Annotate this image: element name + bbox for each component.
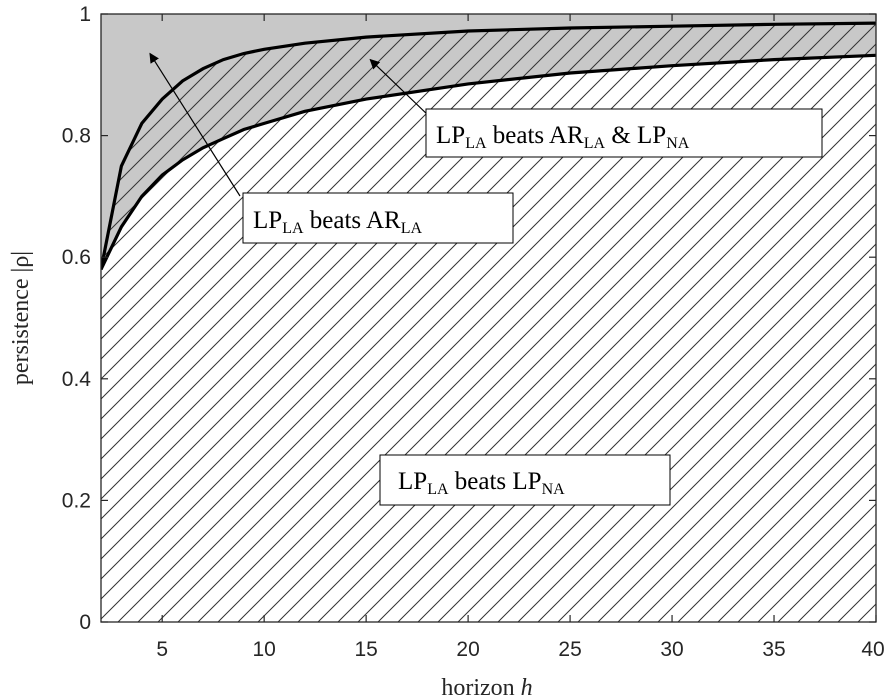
annotation-text-part: beats LP: [449, 468, 542, 495]
annotation-text-part: beats AR: [487, 122, 585, 149]
annotation-text-lp-na: LPLA beats LPNA: [398, 468, 565, 498]
region-middle-hatch: [101, 23, 876, 270]
x-tick-label: 5: [156, 638, 168, 661]
x-axis-title-var: h: [521, 675, 533, 700]
annotation-text-part: & LP: [605, 122, 666, 149]
y-tick-label: 0.6: [62, 246, 91, 269]
y-tick-label: 0.8: [62, 125, 91, 148]
annotation-box-lp-na: LPLA beats LPNA: [379, 454, 671, 506]
tick-labels: 5 10 15 20 25 30 35 40 0 0.2 0.4 0.6 0.8 1: [62, 3, 885, 661]
annotation-box-both: LPLA beats ARLA & LPNA: [425, 108, 823, 158]
x-tick-label: 20: [456, 638, 479, 661]
x-tick-label: 15: [354, 638, 377, 661]
annotation-text-ar-la: LPLA beats ARLA: [253, 207, 423, 237]
annotation-subscript: LA: [584, 135, 606, 152]
annotation-subscript: NA: [542, 481, 566, 498]
annotation-text-both: LPLA beats ARLA & LPNA: [436, 122, 690, 152]
annotation-subscript: LA: [282, 220, 304, 237]
x-axis-title: horizon h: [441, 675, 532, 700]
series-line-upper: [101, 21, 876, 270]
axis-ticks: [101, 13, 877, 623]
series-line-lower: [101, 53, 876, 271]
x-axis-title-text: horizon: [441, 675, 514, 700]
x-tick-label: 40: [861, 638, 884, 661]
x-tick-label: 30: [660, 638, 683, 661]
x-tick-label: 10: [252, 638, 275, 661]
annotation-arrow-both: [369, 58, 431, 118]
y-axis-title: persistence |ρ|: [8, 251, 34, 385]
annotation-text-part: beats AR: [304, 207, 402, 234]
region-top-shaded: [101, 14, 876, 270]
plot-frame: [100, 13, 877, 623]
annotation-text-part: LP: [436, 122, 465, 149]
x-tick-label: 25: [558, 638, 581, 661]
y-tick-label: 1: [79, 3, 91, 26]
annotation-subscript: NA: [666, 135, 690, 152]
annotation-arrow-ar-la: [149, 52, 241, 197]
annotation-subscript: LA: [427, 481, 449, 498]
y-tick-label: 0.2: [62, 489, 91, 512]
annotation-box-ar-la: LPLA beats ARLA: [242, 192, 514, 244]
y-tick-label: 0: [79, 611, 91, 634]
y-tick-label: 0.4: [62, 368, 92, 391]
x-tick-label: 35: [762, 638, 785, 661]
annotation-text-part: LP: [398, 468, 427, 495]
annotation-subscript: LA: [401, 220, 423, 237]
plot-area: [101, 14, 876, 622]
annotation-subscript: LA: [465, 135, 487, 152]
annotation-text-part: LP: [253, 207, 282, 234]
